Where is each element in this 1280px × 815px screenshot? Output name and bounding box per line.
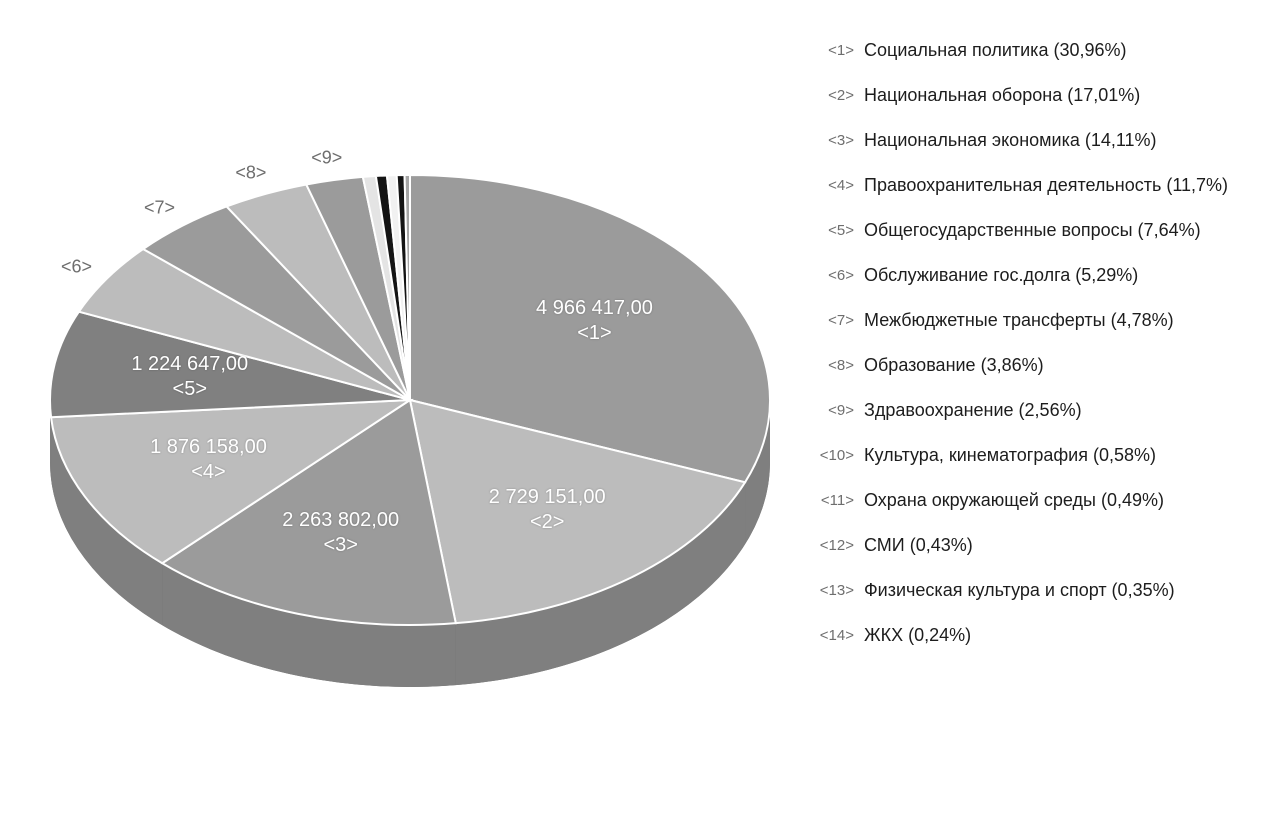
legend-item-5: <5> Общегосударственные вопросы (7,64%) — [810, 220, 1280, 241]
legend-item-8: <8> Образование (3,86%) — [810, 355, 1280, 376]
legend-item-4: <4> Правоохранительная деятельность (11,7… — [810, 175, 1280, 196]
legend-ref: <3> — [810, 132, 854, 149]
legend-item-3: <3> Национальная экономика (14,11%) — [810, 130, 1280, 151]
legend-item-10: <10> Культура, кинематография (0,58%) — [810, 445, 1280, 466]
legend-ref: <2> — [810, 87, 854, 104]
legend-text: Здравоохранение (2,56%) — [864, 400, 1280, 421]
legend-text: Общегосударственные вопросы (7,64%) — [864, 220, 1280, 241]
legend-item-6: <6> Обслуживание гос.долга (5,29%) — [810, 265, 1280, 286]
legend-item-7: <7> Межбюджетные трансферты (4,78%) — [810, 310, 1280, 331]
chart-container: 4 966 417,00<1>2 729 151,00<2>2 263 802,… — [0, 0, 1280, 815]
legend-text: Национальная оборона (17,01%) — [864, 85, 1280, 106]
legend-item-13: <13> Физическая культура и спорт (0,35%) — [810, 580, 1280, 601]
legend-text: Социальная политика (30,96%) — [864, 40, 1280, 61]
legend-ref: <5> — [810, 222, 854, 239]
legend-item-11: <11> Охрана окружающей среды (0,49%) — [810, 490, 1280, 511]
legend-item-9: <9> Здравоохранение (2,56%) — [810, 400, 1280, 421]
legend-ref: <7> — [810, 312, 854, 329]
legend-ref: <11> — [810, 492, 854, 509]
legend-ref: <9> — [810, 402, 854, 419]
legend-text: Правоохранительная деятельность (11,7%) — [864, 175, 1280, 196]
legend-ref: <10> — [810, 447, 854, 464]
legend-item-12: <12> СМИ (0,43%) — [810, 535, 1280, 556]
legend-item-2: <2> Национальная оборона (17,01%) — [810, 85, 1280, 106]
legend-text: ЖКХ (0,24%) — [864, 625, 1280, 646]
legend-ref: <14> — [810, 627, 854, 644]
pie-svg — [45, 110, 775, 710]
legend-text: Национальная экономика (14,11%) — [864, 130, 1280, 151]
pie-chart: 4 966 417,00<1>2 729 151,00<2>2 263 802,… — [45, 110, 775, 710]
legend-item-14: <14> ЖКХ (0,24%) — [810, 625, 1280, 646]
legend-text: Образование (3,86%) — [864, 355, 1280, 376]
legend-text: Межбюджетные трансферты (4,78%) — [864, 310, 1280, 331]
legend-ref: <6> — [810, 267, 854, 284]
legend-ref: <12> — [810, 537, 854, 554]
legend-text: Физическая культура и спорт (0,35%) — [864, 580, 1280, 601]
legend-ref: <8> — [810, 357, 854, 374]
legend-item-1: <1> Социальная политика (30,96%) — [810, 40, 1280, 61]
legend-ref: <1> — [810, 42, 854, 59]
legend-ref: <13> — [810, 582, 854, 599]
legend: <1> Социальная политика (30,96%) <2> Национ… — [810, 40, 1280, 670]
legend-text: Обслуживание гос.долга (5,29%) — [864, 265, 1280, 286]
legend-text: Охрана окружающей среды (0,49%) — [864, 490, 1280, 511]
legend-text: СМИ (0,43%) — [864, 535, 1280, 556]
legend-text: Культура, кинематография (0,58%) — [864, 445, 1280, 466]
legend-ref: <4> — [810, 177, 854, 194]
